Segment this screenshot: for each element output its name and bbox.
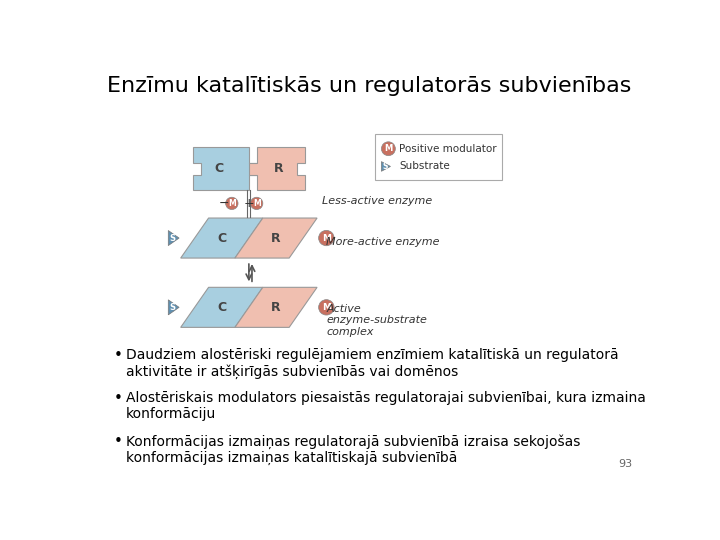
Circle shape (225, 197, 238, 210)
Text: •: • (113, 434, 122, 449)
Text: Substrate: Substrate (399, 161, 450, 171)
Polygon shape (181, 287, 263, 327)
Text: R: R (274, 162, 284, 176)
Text: More-active enzyme: More-active enzyme (326, 237, 440, 247)
Text: Konformācijas izmaiņas regulatorajā subvienībā izraisa sekojošas
konformācijas i: Konformācijas izmaiņas regulatorajā subv… (126, 434, 580, 465)
Text: −: − (219, 197, 230, 210)
Polygon shape (382, 161, 390, 171)
Text: Active
enzyme-substrate
complex: Active enzyme-substrate complex (326, 303, 427, 337)
Text: Alostēriskais modulators piesaistās regulatorajai subvienībai, kura izmaina
konf: Alostēriskais modulators piesaistās regu… (126, 392, 646, 422)
FancyBboxPatch shape (375, 134, 503, 179)
Text: S: S (169, 303, 175, 312)
Text: R: R (271, 232, 281, 245)
Circle shape (382, 142, 395, 156)
Polygon shape (193, 147, 256, 190)
Text: S: S (169, 233, 175, 242)
Circle shape (251, 197, 263, 210)
Text: C: C (217, 301, 226, 314)
Circle shape (319, 300, 334, 315)
Text: Daudziem alostēriski regulējamiem enzīmiem katalītiskā un regulatorā
aktivitāte : Daudziem alostēriski regulējamiem enzīmi… (126, 348, 618, 379)
Text: M: M (322, 303, 331, 312)
Text: Positive modulator: Positive modulator (399, 144, 497, 154)
Text: M: M (384, 144, 392, 153)
Text: M: M (228, 199, 235, 208)
Polygon shape (181, 218, 263, 258)
Text: C: C (217, 232, 226, 245)
Text: Less-active enzyme: Less-active enzyme (323, 195, 433, 206)
Polygon shape (168, 231, 179, 246)
Text: +: + (243, 197, 254, 210)
Circle shape (319, 231, 334, 246)
Text: •: • (113, 348, 122, 363)
Text: •: • (113, 392, 122, 406)
Polygon shape (168, 300, 179, 315)
Text: M: M (253, 199, 261, 208)
Text: M: M (322, 233, 331, 242)
Text: 93: 93 (618, 459, 632, 469)
Text: C: C (215, 162, 224, 176)
Text: Enzīmu katalītiskās un regulatorās subvienības: Enzīmu katalītiskās un regulatorās subvi… (107, 76, 631, 96)
Polygon shape (249, 147, 305, 190)
Polygon shape (235, 287, 317, 327)
Text: R: R (271, 301, 281, 314)
Polygon shape (235, 218, 317, 258)
Text: S: S (382, 162, 387, 171)
